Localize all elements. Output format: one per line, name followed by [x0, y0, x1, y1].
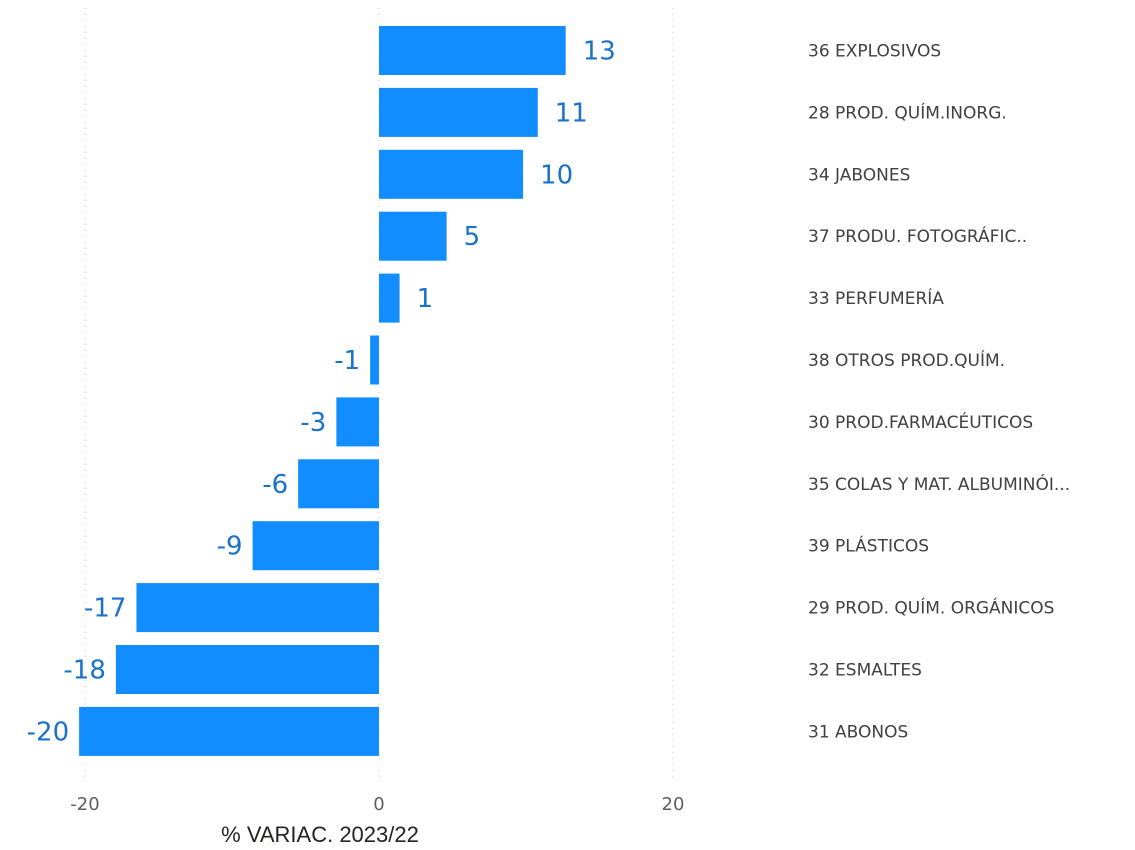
bar — [379, 211, 447, 261]
category-label: 37 PRODU. FOTOGRÁFIC.. — [808, 225, 1027, 247]
data-label: 1 — [417, 284, 434, 314]
bar — [379, 273, 400, 323]
bar — [370, 335, 379, 385]
x-tick-label: 0 — [373, 794, 384, 815]
bar — [252, 521, 379, 571]
category-label: 39 PLÁSTICOS — [808, 535, 929, 557]
category-label: 36 EXPLOSIVOS — [808, 42, 941, 62]
category-label: 32 ESMALTES — [808, 661, 922, 681]
data-label: 13 — [583, 37, 616, 67]
data-label: -3 — [300, 408, 326, 438]
category-label: 30 PROD.FARMACÉUTICOS — [808, 411, 1033, 433]
data-label: -9 — [217, 532, 243, 562]
bar — [379, 149, 524, 199]
category-label: 31 ABONOS — [808, 722, 908, 742]
bar — [336, 397, 379, 447]
data-label: 11 — [555, 98, 588, 128]
x-axis-title: % VARIAC. 2023/22 — [221, 822, 419, 847]
bar — [379, 26, 566, 75]
category-labels: 36 EXPLOSIVOS 28 PROD. QUÍM.INORG. 34 JABO… — [808, 42, 1070, 743]
bar — [115, 645, 380, 694]
bar — [379, 87, 538, 137]
data-label: -20 — [27, 717, 69, 747]
data-label: -6 — [262, 470, 288, 500]
category-label: 35 COLAS Y MAT. ALBUMINÓI... — [808, 473, 1070, 495]
x-tick-label: 20 — [662, 794, 685, 815]
data-label: 5 — [464, 222, 481, 252]
x-axis-ticks: -20 0 20 — [70, 794, 684, 815]
category-label: 28 PROD. QUÍM.INORG. — [808, 101, 1007, 123]
bars — [79, 26, 566, 756]
data-label: -17 — [84, 594, 126, 624]
bar — [136, 583, 379, 633]
category-label: 33 PERFUMERÍA — [808, 287, 944, 309]
bar — [298, 459, 379, 509]
category-label: 34 JABONES — [808, 165, 910, 185]
grid-lines — [84, 8, 674, 778]
data-label: -1 — [334, 346, 360, 376]
value-labels: 13 11 10 5 1 -1 -3 -6 -9 -17 -18 -20 — [27, 37, 616, 748]
bar — [79, 706, 380, 756]
category-label: 38 OTROS PROD.QUÍM. — [808, 349, 1005, 371]
x-tick-label: -20 — [70, 794, 99, 815]
data-label: 10 — [540, 160, 573, 190]
category-label: 29 PROD. QUÍM. ORGÁNICOS — [808, 597, 1054, 619]
data-label: -18 — [63, 656, 105, 686]
